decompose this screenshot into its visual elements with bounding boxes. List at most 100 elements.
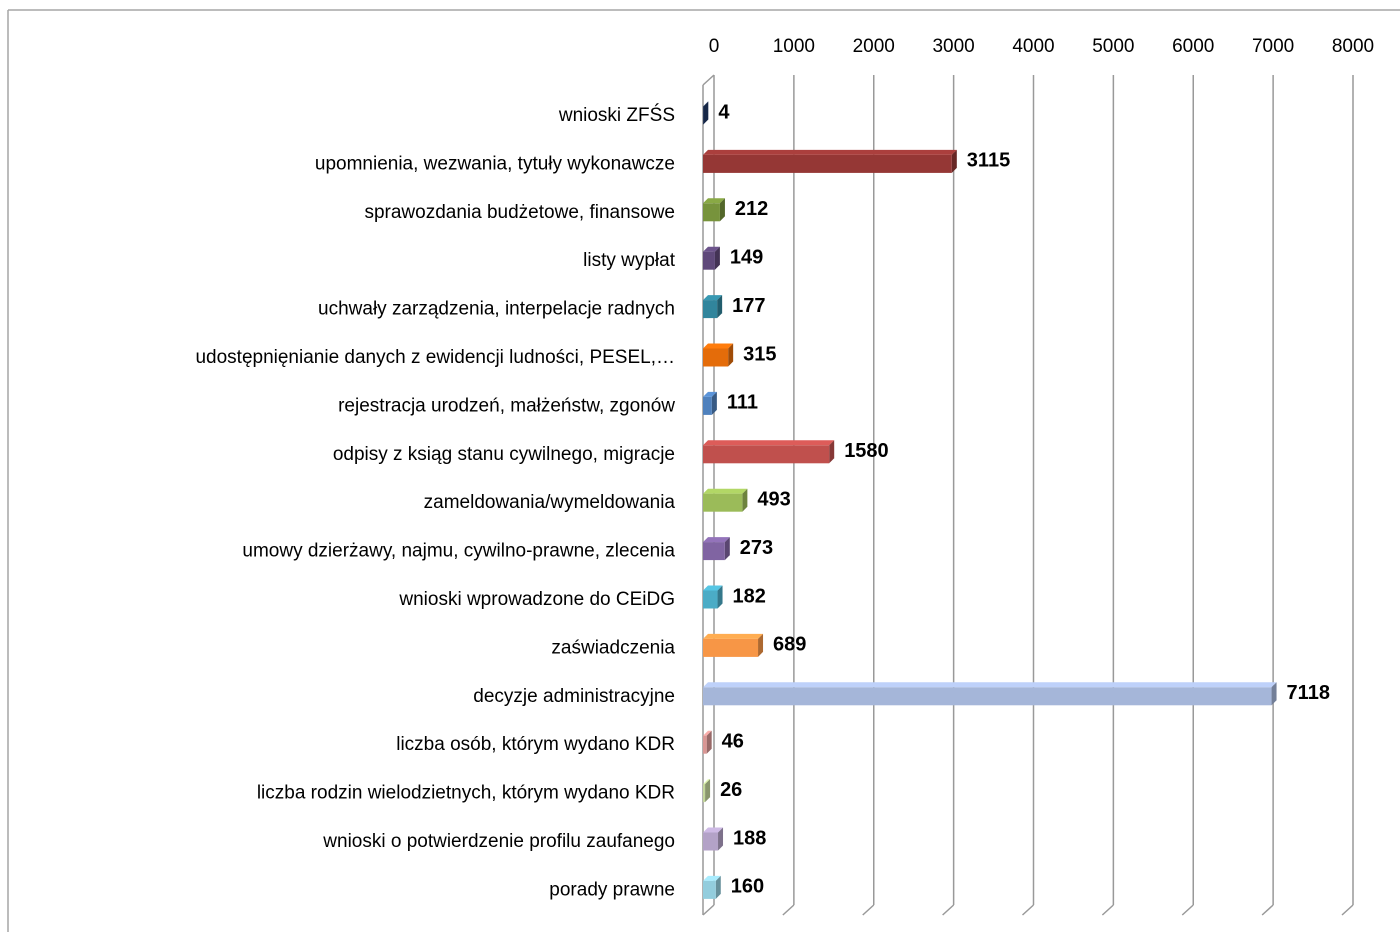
value-label: 212: [735, 198, 768, 220]
x-tick-label: 4000: [1012, 36, 1054, 57]
bar: [703, 493, 743, 512]
bar-side: [718, 827, 724, 851]
category-label: udostępnięnianie danych z ewidencji ludn…: [195, 347, 675, 368]
x-tick-label: 7000: [1252, 36, 1294, 57]
bar-side: [717, 295, 723, 319]
bar: [703, 542, 725, 561]
bar-top: [703, 682, 1277, 688]
bar-side: [703, 101, 709, 125]
bar-side: [742, 488, 748, 512]
grid-line-foot: [862, 904, 875, 916]
bar-side: [706, 730, 712, 754]
category-label: umowy dzierżawy, najmu, cywilno-prawne, …: [242, 541, 675, 562]
value-label: 188: [733, 827, 766, 849]
bar-side: [758, 633, 764, 657]
bar-top: [703, 198, 725, 204]
value-label: 160: [731, 876, 764, 898]
bar-top: [703, 827, 724, 833]
bar: [703, 300, 718, 319]
bar-top: [703, 875, 721, 881]
x-tick-label: 0: [709, 36, 720, 57]
bar-top: [703, 295, 723, 301]
bar-top: [703, 633, 764, 639]
bar: [703, 590, 718, 609]
bar-side: [724, 537, 730, 561]
value-label: 3115: [967, 150, 1010, 172]
value-label: 46: [722, 730, 744, 752]
bar-top: [703, 391, 717, 397]
bar: [703, 638, 759, 657]
category-label: zameldowania/wymeldowania: [424, 492, 676, 513]
grid-line-foot: [1341, 904, 1354, 916]
x-tick-label: 5000: [1092, 36, 1134, 57]
bar-top: [703, 246, 720, 252]
bar-side: [715, 875, 721, 899]
bar: [703, 154, 952, 173]
bar: [703, 396, 712, 415]
bar: [703, 880, 716, 899]
bar: [703, 445, 830, 464]
bar: [703, 203, 720, 222]
category-label: upomnienia, wezwania, tytuły wykonawcze: [315, 153, 675, 174]
bar: [703, 687, 1272, 706]
bar: [703, 832, 719, 851]
grid-line-foot: [1101, 904, 1114, 916]
grid-line-foot: [782, 904, 795, 916]
category-label: listy wypłat: [583, 250, 676, 271]
bar: [703, 348, 729, 367]
category-label: sprawozdania budżetowe, finansowe: [364, 202, 675, 223]
bar-top: [703, 537, 730, 543]
category-label: decyzje administracyjne: [473, 686, 675, 707]
value-label: 493: [757, 488, 790, 510]
bar: [703, 251, 715, 270]
bar-side: [714, 246, 720, 270]
grid-line-foot: [1181, 904, 1194, 916]
bar-top: [703, 101, 709, 107]
bar-side: [728, 343, 734, 367]
category-label: liczba osób, którym wydano KDR: [396, 734, 675, 755]
x-tick-label: 6000: [1172, 36, 1214, 57]
value-label: 7118: [1287, 682, 1330, 704]
category-label: odpisy z ksiąg stanu cywilnego, migracje: [333, 444, 675, 465]
bar-side: [711, 391, 717, 415]
x-tick-label: 1000: [773, 36, 815, 57]
bar-top: [703, 149, 957, 155]
bar: [703, 784, 706, 803]
bar-side: [951, 149, 957, 173]
value-label: 273: [740, 537, 773, 559]
value-label: 149: [730, 246, 763, 268]
category-label: wnioski ZFŚS: [558, 104, 675, 126]
grid-line-foot: [1261, 904, 1274, 916]
bar-top: [703, 585, 723, 591]
value-label: 4: [718, 101, 730, 123]
bar-side: [719, 198, 725, 222]
bar-top: [703, 440, 835, 446]
bar: [703, 735, 707, 754]
bar-side: [705, 779, 711, 803]
bar-side: [717, 585, 723, 609]
x-tick-label: 8000: [1332, 36, 1374, 57]
x-tick-label: 2000: [853, 36, 895, 57]
bar-top: [703, 343, 734, 349]
value-label: 111: [727, 392, 758, 414]
value-label: 689: [773, 634, 806, 656]
bar-top: [703, 488, 748, 494]
category-label: rejestracja urodzeń, małżeństw, zgonów: [338, 395, 675, 416]
value-label: 1580: [844, 440, 889, 462]
value-label: 182: [733, 585, 766, 607]
grid-line-foot: [702, 904, 715, 916]
bar-top: [703, 779, 711, 785]
grid-line-foot: [942, 904, 955, 916]
category-label: wnioski o potwierdzenie profilu zaufaneg…: [322, 831, 675, 852]
value-label: 26: [720, 779, 742, 801]
bar-top: [703, 730, 712, 736]
axis-wall: [702, 74, 715, 86]
category-label: liczba rodzin wielodzietnych, którym wyd…: [257, 783, 675, 804]
bar-side: [829, 440, 835, 464]
category-label: zaświadczenia: [551, 637, 675, 658]
category-label: wnioski wprowadzone do CEiDG: [398, 589, 675, 610]
grid-line-foot: [1021, 904, 1035, 916]
bar-side: [1271, 682, 1277, 706]
